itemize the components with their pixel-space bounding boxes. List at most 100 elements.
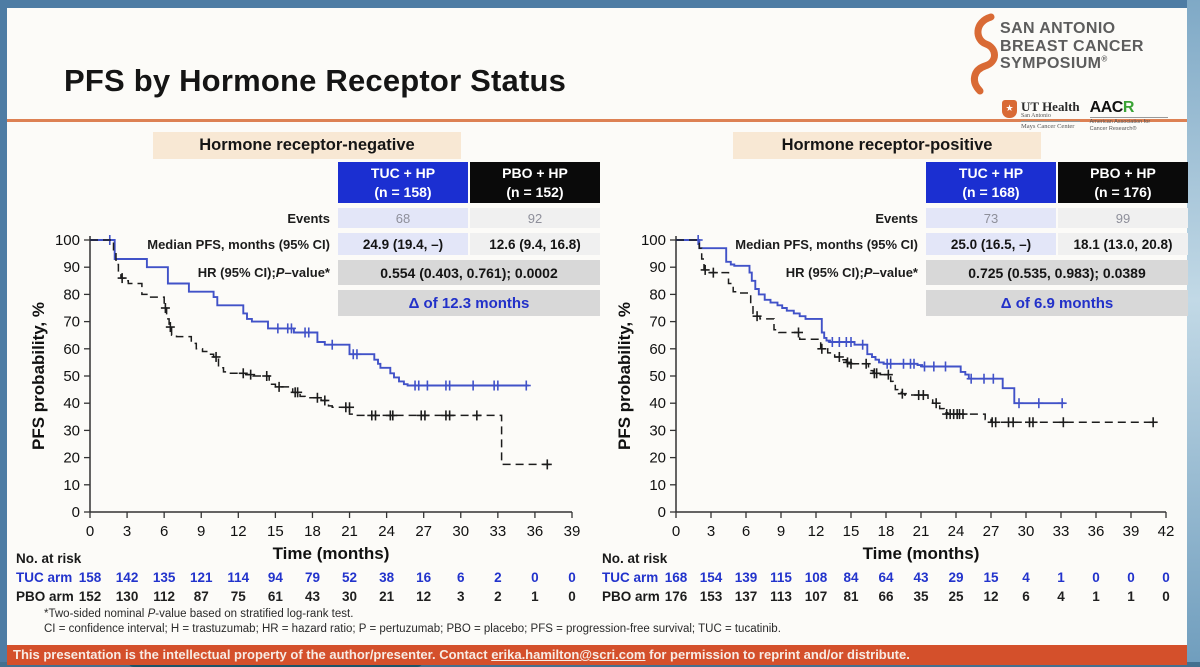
risk-row-label-tuc: TUC arm <box>16 570 73 585</box>
censor-marks <box>700 264 1158 428</box>
x-tick-label: 42 <box>1158 523 1175 540</box>
km-curve <box>676 239 1065 405</box>
risk-count: 94 <box>267 570 283 585</box>
risk-count: 1 <box>1092 589 1100 604</box>
risk-count: 64 <box>878 570 894 585</box>
y-tick-label: 100 <box>55 232 80 249</box>
y-axis-title: PFS probability, % <box>32 302 48 450</box>
risk-count: 75 <box>230 589 246 604</box>
risk-count: 25 <box>948 589 964 604</box>
hr-value: 0.725 (0.535, 0.983); 0.0389 <box>926 260 1188 285</box>
ut-health-logo: ★ UT Health San Antonio Mays Cancer Cent… <box>1002 100 1080 131</box>
risk-count: 2 <box>494 570 502 585</box>
median-tuc-value: 25.0 (16.5, –) <box>926 233 1056 255</box>
risk-count: 52 <box>342 570 358 585</box>
x-axis-title: Time (months) <box>863 544 980 563</box>
y-tick-label: 90 <box>63 259 80 276</box>
ut-health-name: UT Health <box>1021 99 1080 114</box>
sabcs-line3: SYMPOSIUM® <box>1000 54 1108 73</box>
risk-count: 130 <box>115 589 139 604</box>
y-tick-label: 40 <box>63 395 80 412</box>
median-row-label: Median PFS, months (95% CI) <box>147 236 330 252</box>
events-tuc-value: 68 <box>338 208 468 228</box>
aacr-wordmark: AACR <box>1089 99 1135 116</box>
y-tick-label: 0 <box>658 504 666 521</box>
x-tick-label: 27 <box>983 523 1000 540</box>
risk-count: 4 <box>1022 570 1030 585</box>
y-tick-label: 90 <box>649 259 666 276</box>
censor-marks <box>117 273 552 470</box>
x-tick-label: 18 <box>878 523 895 540</box>
km-curve <box>676 239 1155 423</box>
hr-row-label: HR (95% CI); P –value* <box>197 265 330 280</box>
risk-count: 43 <box>913 570 929 585</box>
panel-header-hr-negative: Hormone receptor-negative <box>153 132 461 159</box>
sabcs-line2: BREAST CANCER <box>1000 37 1144 55</box>
risk-count: 6 <box>1022 589 1030 604</box>
x-tick-label: 30 <box>1018 523 1035 540</box>
risk-count: 30 <box>342 589 358 604</box>
footnote-pvalue: *Two-sided nominal P-value based on stra… <box>44 608 354 620</box>
x-tick-label: 39 <box>1123 523 1140 540</box>
x-tick-label: 33 <box>1053 523 1070 540</box>
risk-count: 0 <box>1127 570 1135 585</box>
x-tick-label: 0 <box>672 523 680 540</box>
stats-table-hr-negative: TUC + HP (n = 158) PBO + HP (n = 152) Ev… <box>147 162 600 316</box>
risk-count: 1 <box>1127 589 1135 604</box>
page-title: PFS by Hormone Receptor Status <box>64 63 567 98</box>
sabcs-logo: SAN ANTONIO BREAST CANCER SYMPOSIUM® ★ U… <box>964 12 1176 133</box>
no-at-risk-label: No. at risk <box>602 551 668 566</box>
risk-counts-tuc-positive: 168 154 139 115 108 84 64 43 29 15 4 1 0 0 0 <box>0 570 1200 588</box>
risk-count: 79 <box>304 570 320 585</box>
x-tick-label: 30 <box>452 523 469 540</box>
risk-count: 142 <box>115 570 139 585</box>
y-tick-label: 30 <box>649 422 666 439</box>
risk-count: 2 <box>494 589 502 604</box>
x-tick-label: 39 <box>564 523 580 540</box>
risk-count: 114 <box>227 570 250 585</box>
x-tick-label: 27 <box>415 523 432 540</box>
risk-count: 6 <box>457 570 465 585</box>
no-at-risk-label: No. at risk <box>16 551 82 566</box>
risk-count: 108 <box>804 570 828 585</box>
median-tuc-value: 24.9 (19.4, –) <box>338 233 468 255</box>
sabcs-logo-text: SAN ANTONIO BREAST CANCER SYMPOSIUM® <box>1000 12 1144 73</box>
x-tick-label: 0 <box>86 523 94 540</box>
aacr-logo: AACR American Association for Cancer Res… <box>1089 99 1168 133</box>
risk-count: 12 <box>983 589 999 604</box>
risk-count: 113 <box>770 589 792 604</box>
risk-count: 0 <box>568 589 576 604</box>
contact-email-link[interactable]: erika.hamilton@scri.com <box>491 647 646 662</box>
y-tick-label: 40 <box>649 395 666 412</box>
risk-count: 137 <box>734 589 758 604</box>
risk-count: 0 <box>1162 570 1170 585</box>
median-pbo-value: 18.1 (13.0, 20.8) <box>1058 233 1188 255</box>
risk-counts-tuc-negative: 158 142 135 121 114 94 79 52 38 16 6 2 0 0 <box>0 570 1200 588</box>
risk-count: 66 <box>878 589 894 604</box>
x-tick-label: 6 <box>160 523 168 540</box>
copyright-banner: This presentation is the intellectual pr… <box>7 645 1187 665</box>
x-tick-label: 9 <box>197 523 205 540</box>
x-axis-title: Time (months) <box>273 544 390 563</box>
y-tick-label: 10 <box>63 477 80 494</box>
risk-count: 1 <box>531 589 539 604</box>
y-axis-title: PFS probability, % <box>618 302 634 450</box>
sabcs-line1: SAN ANTONIO <box>1000 20 1116 37</box>
risk-count: 84 <box>843 570 859 585</box>
median-row-label: Median PFS, months (95% CI) <box>735 236 918 252</box>
censor-marks <box>693 235 1067 409</box>
risk-count: 121 <box>189 570 213 585</box>
x-tick-label: 3 <box>707 523 715 540</box>
risk-count: 0 <box>531 570 539 585</box>
x-tick-label: 36 <box>527 523 544 540</box>
events-pbo-value: 92 <box>470 208 600 228</box>
events-row-label: Events <box>287 210 330 226</box>
y-tick-label: 80 <box>63 286 80 303</box>
frame-left-border <box>0 0 7 667</box>
y-tick-label: 10 <box>649 477 666 494</box>
x-tick-label: 12 <box>230 523 247 540</box>
x-tick-label: 36 <box>1088 523 1105 540</box>
risk-count: 12 <box>416 589 432 604</box>
